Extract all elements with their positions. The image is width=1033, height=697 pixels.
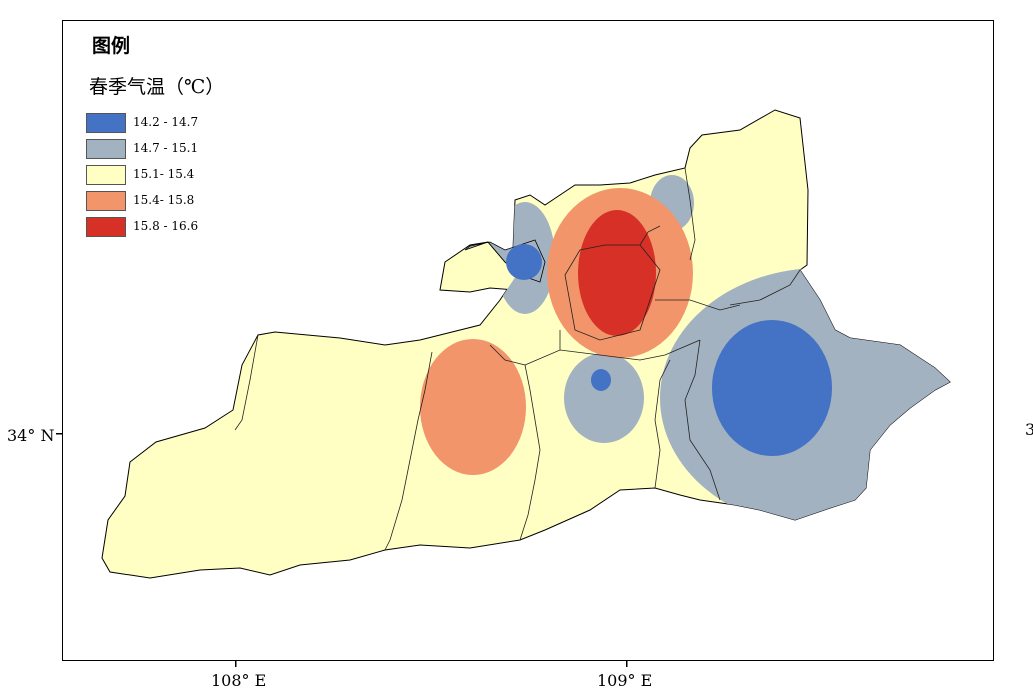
lon-tick-109 xyxy=(626,660,628,667)
zone-blue-east xyxy=(712,320,832,456)
legend-label-1: 14.2 - 14.7 xyxy=(133,115,199,129)
latitude-label: 34° N xyxy=(7,426,55,445)
zone-red xyxy=(578,210,656,336)
longitude-label-109: 109° E xyxy=(597,671,653,690)
longitude-label-108: 108° E xyxy=(211,671,267,690)
legend-label-2: 14.7 - 15.1 xyxy=(133,141,199,155)
zone-grey-center xyxy=(564,353,644,443)
legend-swatch-4 xyxy=(86,191,126,211)
legend-title: 图例 xyxy=(92,35,131,57)
zone-blue-peninsula xyxy=(506,244,542,280)
lon-tick-108 xyxy=(235,660,237,667)
legend-label-5: 15.8 - 16.6 xyxy=(133,219,199,233)
zone-blue-center xyxy=(591,369,611,391)
legend-swatch-5 xyxy=(86,217,126,237)
lat-tick xyxy=(56,433,63,435)
latitude-label-right: 3 xyxy=(1025,420,1033,439)
legend-swatch-3 xyxy=(86,165,126,185)
legend-swatch-2 xyxy=(86,139,126,159)
legend-subtitle: 春季气温（℃） xyxy=(89,76,225,98)
legend-swatch-1 xyxy=(86,113,126,133)
zone-orange-west xyxy=(420,339,526,475)
legend-label-4: 15.4- 15.8 xyxy=(133,193,195,207)
legend-label-3: 15.1- 15.4 xyxy=(133,167,195,181)
county-boundaries xyxy=(234,167,801,551)
